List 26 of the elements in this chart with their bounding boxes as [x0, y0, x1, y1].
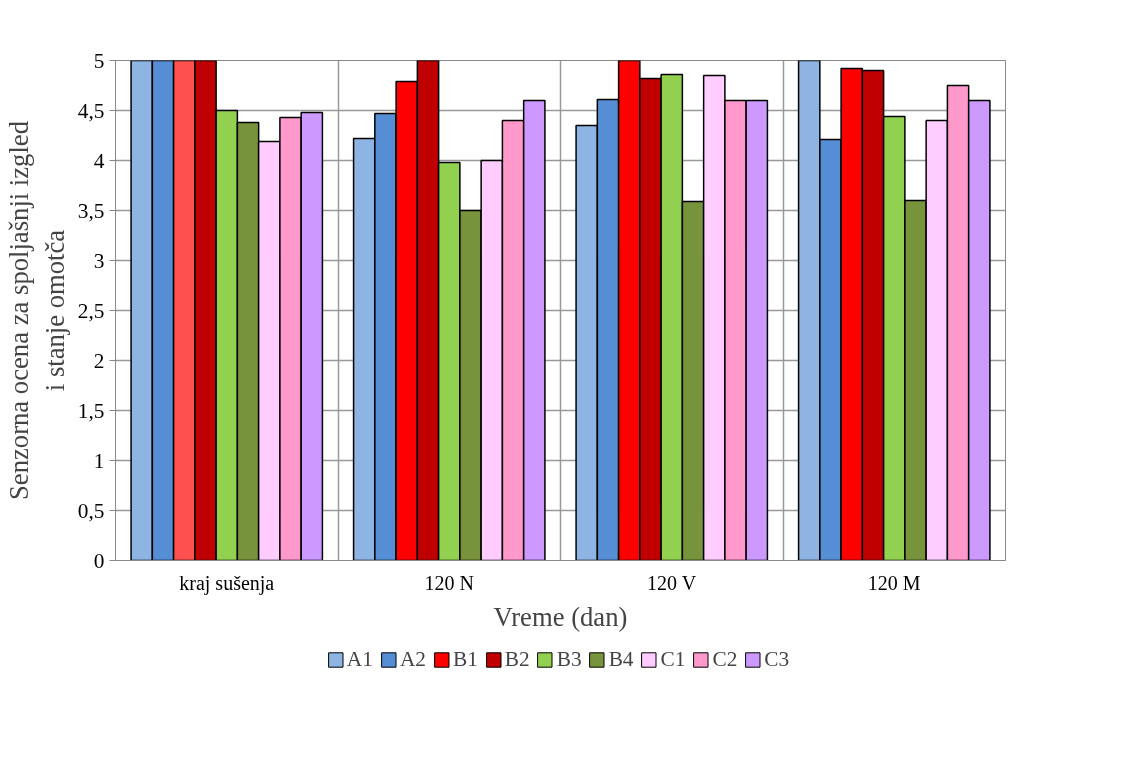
y-tick-label: 0,5 [77, 498, 105, 523]
legend-label: C2 [712, 646, 738, 672]
legend-label: C1 [660, 646, 686, 672]
x-tick-label: 120 V [647, 571, 697, 594]
x-tick-label: 120 M [867, 571, 921, 594]
y-tick-label: 5 [93, 48, 105, 73]
y-tick-label: 4,5 [77, 98, 105, 123]
x-tick-label: kraj sušenja [179, 571, 275, 595]
y-axis-title: Senzorna ocena za spoljašnji izgled i stanje omotča [3, 121, 70, 500]
y-tick-label: 1,5 [77, 398, 105, 423]
y-tick-label: 3 [93, 248, 105, 273]
y-tick-label: 0 [93, 548, 105, 573]
legend-label: B3 [556, 646, 582, 672]
legend-label: B4 [608, 646, 634, 672]
y-tick-label: 2 [93, 348, 105, 373]
legend-label: A1 [346, 646, 373, 672]
legend-label: C3 [764, 646, 790, 672]
legend-label: B2 [504, 646, 530, 672]
legend-label: A2 [399, 646, 426, 672]
y-tick-label: 2,5 [77, 298, 105, 323]
y-tick-label: 4 [93, 148, 105, 173]
x-axis-title: Vreme (dan) [493, 601, 628, 632]
y-tick-label: 3,5 [77, 198, 105, 223]
y-tick-label: 1 [93, 448, 105, 473]
legend-label: B1 [452, 646, 478, 672]
x-tick-label: 120 N [424, 571, 474, 594]
